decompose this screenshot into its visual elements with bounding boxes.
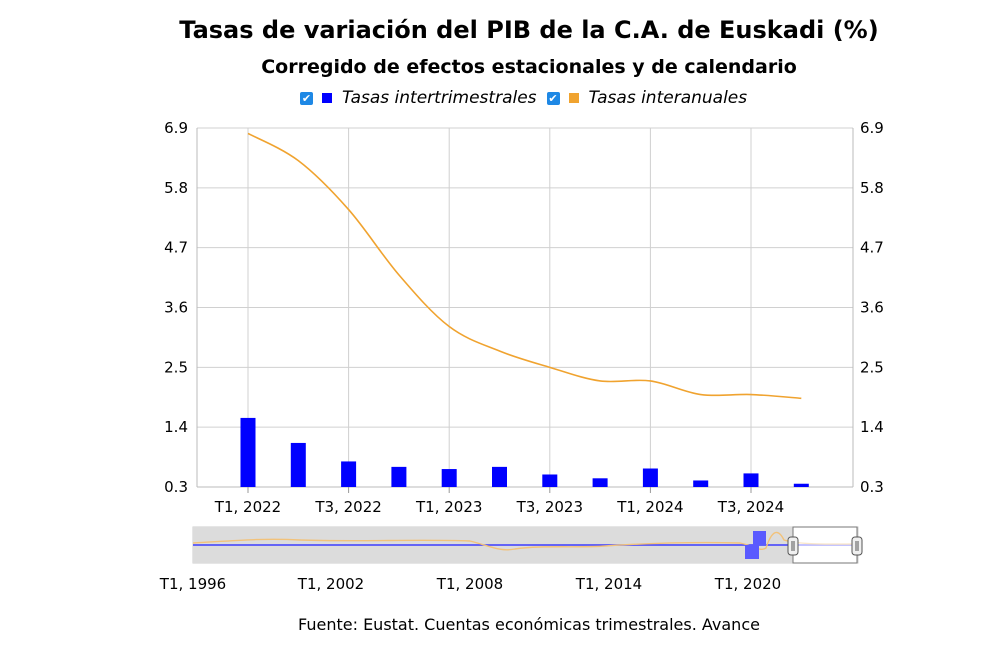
legend-swatch-line bbox=[568, 93, 579, 103]
y-tick-label-left: 3.6 bbox=[164, 299, 188, 317]
legend-item-intertrimestrales[interactable]: ✔ Tasas intertrimestrales bbox=[300, 88, 537, 108]
navigator-handle-left[interactable] bbox=[787, 536, 799, 556]
source-note: Fuente: Eustat. Cuentas económicas trime… bbox=[298, 615, 760, 634]
bar[interactable] bbox=[290, 442, 306, 487]
x-tick-label: T1, 2023 bbox=[415, 498, 482, 516]
navigator-handle-right[interactable] bbox=[851, 536, 863, 556]
navigator-bar-drop bbox=[745, 545, 759, 559]
y-tick-label-right: 3.6 bbox=[860, 299, 884, 317]
x-tick-label: T3, 2023 bbox=[516, 498, 583, 516]
bar[interactable] bbox=[441, 469, 457, 487]
y-tick-label-left: 6.9 bbox=[164, 119, 188, 137]
y-tick-label-right: 6.9 bbox=[860, 119, 884, 137]
navigator-tick-label: T1, 2014 bbox=[575, 575, 642, 593]
bar[interactable] bbox=[693, 480, 709, 487]
navigator-tick-label: T1, 2020 bbox=[714, 575, 781, 593]
series-line-interanuales[interactable] bbox=[247, 132, 802, 400]
y-tick-label-left: 5.8 bbox=[164, 179, 188, 197]
y-tick-label-right: 0.3 bbox=[860, 478, 884, 496]
navigator-tick-label: T1, 1996 bbox=[159, 575, 226, 593]
bar[interactable] bbox=[542, 474, 558, 487]
navigator-tick-label: T1, 2002 bbox=[297, 575, 364, 593]
navigator-line-series bbox=[192, 531, 859, 551]
x-tick-label: T3, 2024 bbox=[717, 498, 784, 516]
checkbox-checked-icon[interactable]: ✔ bbox=[546, 91, 560, 105]
bar[interactable] bbox=[743, 473, 759, 487]
y-tick-label-left: 4.7 bbox=[164, 239, 188, 257]
navigator-bar-spike bbox=[753, 531, 766, 545]
x-tick-label: T3, 2022 bbox=[314, 498, 381, 516]
bar[interactable] bbox=[391, 466, 407, 487]
chart-legend: ✔ Tasas intertrimestrales ✔ Tasas intera… bbox=[300, 87, 757, 109]
bar[interactable] bbox=[793, 483, 809, 487]
y-tick-label-right: 2.5 bbox=[860, 358, 884, 376]
bar[interactable] bbox=[592, 478, 608, 487]
legend-item-interanuales[interactable]: ✔ Tasas interanuales bbox=[546, 88, 748, 108]
y-tick-label-left: 1.4 bbox=[164, 418, 188, 436]
checkbox-checked-icon[interactable]: ✔ bbox=[300, 91, 313, 105]
chart-subtitle: Corregido de efectos estacionales y de c… bbox=[261, 56, 797, 78]
chart-area: 0.3 0.3 1.4 1.4 2.5 2.5 3.6 3.6 4.7 4.7 5.8 5.8 6.9 6… bbox=[159, 119, 884, 593]
y-tick-label-right: 5.8 bbox=[860, 179, 884, 197]
y-tick-label-right: 4.7 bbox=[860, 239, 884, 257]
bar[interactable] bbox=[642, 468, 658, 487]
legend-label: Tasas interanuales bbox=[588, 88, 748, 108]
chart-title: Tasas de variación del PIB de la C.A. de… bbox=[179, 16, 879, 44]
legend-swatch-bars bbox=[322, 93, 332, 103]
y-tick-label-left: 2.5 bbox=[164, 358, 188, 376]
legend-label: Tasas intertrimestrales bbox=[342, 88, 537, 108]
x-tick-label: T1, 2024 bbox=[616, 498, 683, 516]
bar[interactable] bbox=[341, 461, 357, 487]
y-tick-label-left: 0.3 bbox=[164, 478, 188, 496]
navigator-selection[interactable] bbox=[792, 526, 858, 564]
bar[interactable] bbox=[240, 417, 256, 487]
bar[interactable] bbox=[492, 466, 507, 487]
navigator-tick-label: T1, 2008 bbox=[436, 575, 503, 593]
x-tick-label: T1, 2022 bbox=[214, 498, 281, 516]
y-tick-label-right: 1.4 bbox=[860, 418, 884, 436]
